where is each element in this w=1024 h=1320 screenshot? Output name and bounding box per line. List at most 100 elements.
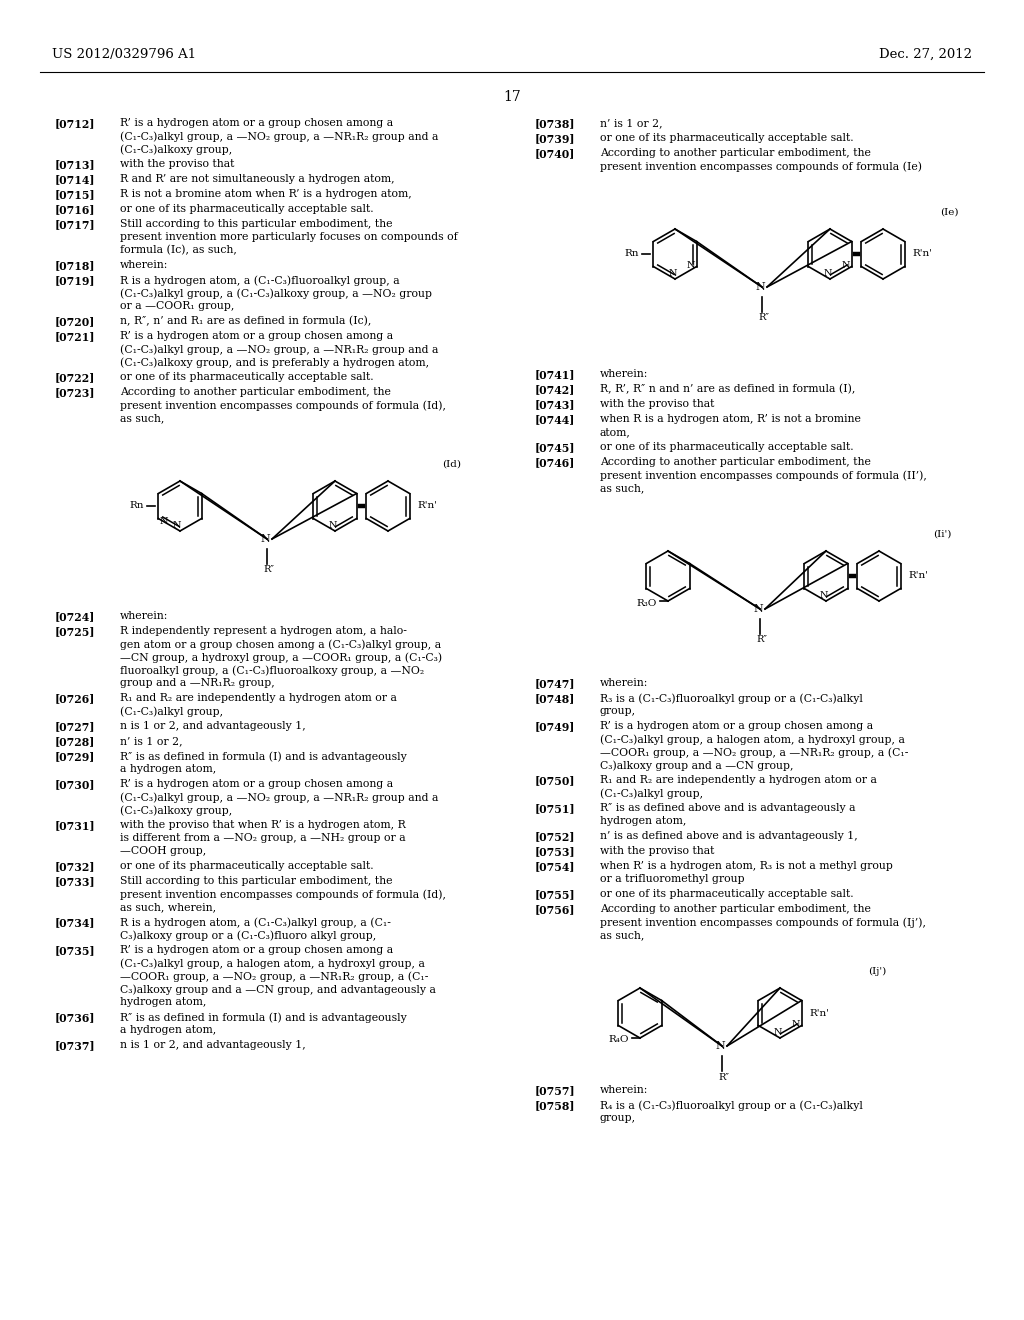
Text: or one of its pharmaceutically acceptable salt.: or one of its pharmaceutically acceptabl… — [120, 205, 374, 214]
Text: [0712]: [0712] — [55, 117, 95, 129]
Text: According to another particular embodiment, the: According to another particular embodime… — [600, 148, 870, 158]
Text: —COOR₁ group, a —NO₂ group, a —NR₁R₂ group, a (C₁-: —COOR₁ group, a —NO₂ group, a —NR₁R₂ gro… — [600, 747, 908, 758]
Text: [0758]: [0758] — [535, 1100, 575, 1111]
Text: [0747]: [0747] — [535, 678, 575, 689]
Text: hydrogen atom,: hydrogen atom, — [600, 816, 686, 826]
Text: n’ is as defined above and is advantageously 1,: n’ is as defined above and is advantageo… — [600, 832, 858, 841]
Text: hydrogen atom,: hydrogen atom, — [120, 997, 207, 1007]
Text: [0721]: [0721] — [55, 331, 95, 342]
Text: [0724]: [0724] — [55, 611, 95, 622]
Text: C₃)alkoxy group and a —CN group,: C₃)alkoxy group and a —CN group, — [600, 760, 794, 771]
Text: or one of its pharmaceutically acceptable salt.: or one of its pharmaceutically acceptabl… — [120, 372, 374, 381]
Text: N: N — [753, 605, 763, 614]
Text: R″ is as defined in formula (I) and is advantageously: R″ is as defined in formula (I) and is a… — [120, 1012, 407, 1023]
Text: [0714]: [0714] — [55, 174, 95, 185]
Text: R₃O: R₃O — [636, 598, 656, 607]
Text: wherein:: wherein: — [600, 1085, 648, 1096]
Text: (C₁-C₃)alkyl group, a (C₁-C₃)alkoxy group, a —NO₂ group: (C₁-C₃)alkyl group, a (C₁-C₃)alkoxy grou… — [120, 288, 432, 298]
Text: with the proviso that when R’ is a hydrogen atom, R: with the proviso that when R’ is a hydro… — [120, 820, 406, 830]
Text: present invention encompasses compounds of formula (Ij’),: present invention encompasses compounds … — [600, 917, 926, 928]
Text: with the proviso that: with the proviso that — [600, 399, 715, 409]
Text: N: N — [755, 282, 765, 292]
Text: N: N — [842, 261, 850, 271]
Text: when R’ is a hydrogen atom, R₃ is not a methyl group: when R’ is a hydrogen atom, R₃ is not a … — [600, 861, 893, 871]
Text: N: N — [160, 516, 168, 525]
Text: n is 1 or 2, and advantageously 1,: n is 1 or 2, and advantageously 1, — [120, 721, 306, 731]
Text: (C₁-C₃)alkyl group, a —NO₂ group, a —NR₁R₂ group and a: (C₁-C₃)alkyl group, a —NO₂ group, a —NR₁… — [120, 792, 438, 803]
Text: group,: group, — [600, 706, 636, 715]
Text: [0745]: [0745] — [535, 442, 575, 453]
Text: R’ is a hydrogen atom or a group chosen among a: R’ is a hydrogen atom or a group chosen … — [120, 331, 393, 341]
Text: Still according to this particular embodiment, the: Still according to this particular embod… — [120, 876, 392, 886]
Text: [0730]: [0730] — [55, 779, 95, 789]
Text: formula (Ic), as such,: formula (Ic), as such, — [120, 246, 237, 255]
Text: gen atom or a group chosen among a (C₁-C₃)alkyl group, a: gen atom or a group chosen among a (C₁-C… — [120, 639, 441, 649]
Text: [0727]: [0727] — [55, 721, 95, 733]
Text: [0751]: [0751] — [535, 803, 575, 814]
Text: R, R’, R″ n and n’ are as defined in formula (I),: R, R’, R″ n and n’ are as defined in for… — [600, 384, 855, 395]
Text: Dec. 27, 2012: Dec. 27, 2012 — [879, 48, 972, 61]
Text: N: N — [669, 269, 677, 279]
Text: or one of its pharmaceutically acceptable salt.: or one of its pharmaceutically acceptabl… — [600, 888, 854, 899]
Text: R’ is a hydrogen atom or a group chosen among a: R’ is a hydrogen atom or a group chosen … — [120, 117, 393, 128]
Text: [0720]: [0720] — [55, 315, 95, 327]
Text: R is not a bromine atom when R’ is a hydrogen atom,: R is not a bromine atom when R’ is a hyd… — [120, 189, 412, 199]
Text: R₄O: R₄O — [608, 1035, 629, 1044]
Text: Rn: Rn — [624, 249, 639, 259]
Text: or a —COOR₁ group,: or a —COOR₁ group, — [120, 301, 234, 312]
Text: (C₁-C₃)alkoxy group,: (C₁-C₃)alkoxy group, — [120, 144, 232, 154]
Text: present invention encompasses compounds of formula (Ie): present invention encompasses compounds … — [600, 161, 922, 172]
Text: (C₁-C₃)alkoxy group, and is preferably a hydrogen atom,: (C₁-C₃)alkoxy group, and is preferably a… — [120, 356, 429, 367]
Text: [0744]: [0744] — [535, 414, 575, 425]
Text: R and R’ are not simultaneously a hydrogen atom,: R and R’ are not simultaneously a hydrog… — [120, 174, 394, 183]
Text: fluoroalkyl group, a (C₁-C₃)fluoroalkoxy group, a —NO₂: fluoroalkyl group, a (C₁-C₃)fluoroalkoxy… — [120, 665, 424, 676]
Text: [0746]: [0746] — [535, 457, 575, 469]
Text: [0731]: [0731] — [55, 820, 95, 832]
Text: as such, wherein,: as such, wherein, — [120, 902, 216, 912]
Text: [0752]: [0752] — [535, 832, 575, 842]
Text: [0732]: [0732] — [55, 861, 95, 873]
Text: [0729]: [0729] — [55, 751, 95, 762]
Text: n, R″, n’ and R₁ are as defined in formula (Ic),: n, R″, n’ and R₁ are as defined in formu… — [120, 315, 372, 326]
Text: R₃ is a (C₁-C₃)fluoroalkyl group or a (C₁-C₃)alkyl: R₃ is a (C₁-C₃)fluoroalkyl group or a (C… — [600, 693, 863, 704]
Text: wherein:: wherein: — [120, 611, 168, 620]
Text: [0750]: [0750] — [535, 775, 575, 785]
Text: [0757]: [0757] — [535, 1085, 575, 1096]
Text: [0737]: [0737] — [55, 1040, 95, 1051]
Text: [0736]: [0736] — [55, 1012, 95, 1023]
Text: R'n': R'n' — [809, 1008, 829, 1018]
Text: N: N — [260, 535, 269, 544]
Text: wherein:: wherein: — [600, 678, 648, 688]
Text: [0748]: [0748] — [535, 693, 575, 704]
Text: (C₁-C₃)alkyl group,: (C₁-C₃)alkyl group, — [120, 706, 223, 717]
Text: [0755]: [0755] — [535, 888, 575, 900]
Text: or one of its pharmaceutically acceptable salt.: or one of its pharmaceutically acceptabl… — [600, 442, 854, 451]
Text: —COOH group,: —COOH group, — [120, 846, 206, 855]
Text: Rn: Rn — [129, 502, 143, 511]
Text: R independently represent a hydrogen atom, a halo-: R independently represent a hydrogen ato… — [120, 626, 407, 636]
Text: R’ is a hydrogen atom or a group chosen among a: R’ is a hydrogen atom or a group chosen … — [120, 779, 393, 789]
Text: [0722]: [0722] — [55, 372, 95, 383]
Text: present invention more particularly focuses on compounds of: present invention more particularly focu… — [120, 232, 458, 242]
Text: N: N — [715, 1041, 725, 1051]
Text: or one of its pharmaceutically acceptable salt.: or one of its pharmaceutically acceptabl… — [600, 133, 854, 143]
Text: [0734]: [0734] — [55, 917, 95, 928]
Text: R’ is a hydrogen atom or a group chosen among a: R’ is a hydrogen atom or a group chosen … — [120, 945, 393, 954]
Text: R is a hydrogen atom, a (C₁-C₃)alkyl group, a (C₁-: R is a hydrogen atom, a (C₁-C₃)alkyl gro… — [120, 917, 391, 928]
Text: R'n': R'n' — [908, 572, 928, 581]
Text: n is 1 or 2, and advantageously 1,: n is 1 or 2, and advantageously 1, — [120, 1040, 306, 1049]
Text: According to another particular embodiment, the: According to another particular embodime… — [600, 457, 870, 467]
Text: N: N — [820, 591, 828, 601]
Text: (Ii'): (Ii') — [933, 531, 951, 539]
Text: 17: 17 — [503, 90, 521, 104]
Text: (C₁-C₃)alkoxy group,: (C₁-C₃)alkoxy group, — [120, 805, 232, 816]
Text: (Ij'): (Ij') — [868, 968, 886, 975]
Text: [0738]: [0738] — [535, 117, 575, 129]
Text: when R is a hydrogen atom, R’ is not a bromine: when R is a hydrogen atom, R’ is not a b… — [600, 414, 861, 424]
Text: According to another particular embodiment, the: According to another particular embodime… — [120, 387, 391, 397]
Text: N: N — [792, 1020, 800, 1030]
Text: is different from a —NO₂ group, a —NH₂ group or a: is different from a —NO₂ group, a —NH₂ g… — [120, 833, 406, 843]
Text: R'n': R'n' — [417, 502, 437, 511]
Text: R is a hydrogen atom, a (C₁-C₃)fluoroalkyl group, a: R is a hydrogen atom, a (C₁-C₃)fluoroalk… — [120, 275, 399, 285]
Text: (C₁-C₃)alkyl group, a halogen atom, a hydroxyl group, a: (C₁-C₃)alkyl group, a halogen atom, a hy… — [120, 958, 425, 969]
